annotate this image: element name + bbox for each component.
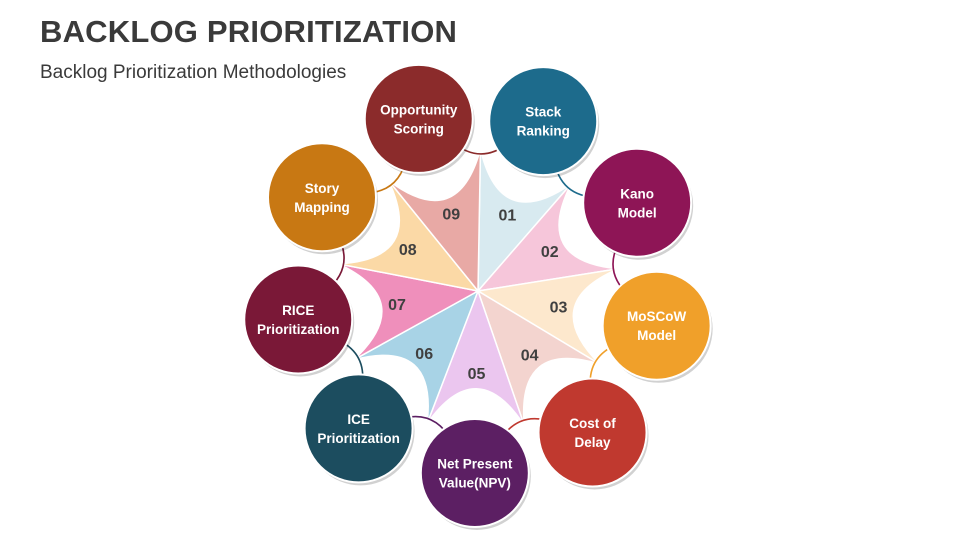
segment-number-08: 08 bbox=[399, 242, 417, 259]
circle-fill bbox=[303, 373, 414, 484]
segment-number-03: 03 bbox=[550, 300, 568, 317]
wheel-segment-05 bbox=[426, 288, 525, 426]
segment-number-06: 06 bbox=[415, 346, 433, 363]
segment-numbers: 01 02 03 04 05 06 07 08 09 bbox=[388, 206, 567, 383]
method-label-line: Stack bbox=[525, 105, 562, 120]
method-label-line: Kano bbox=[620, 186, 654, 201]
method-label-line: Cost of bbox=[569, 416, 616, 431]
method-label-line: RICE bbox=[282, 303, 314, 318]
wheel-segments bbox=[338, 148, 619, 426]
wheel-segment-08 bbox=[338, 180, 480, 293]
method-label-line: Net Present bbox=[437, 456, 513, 471]
segment-number-04: 04 bbox=[521, 348, 539, 365]
method-label-line: Delay bbox=[575, 435, 612, 450]
wheel-segment-09 bbox=[388, 148, 482, 294]
method-circle-06: ICE Prioritization bbox=[303, 373, 415, 486]
method-circle-08: Story Mapping bbox=[266, 142, 378, 255]
method-label-line: ICE bbox=[347, 412, 370, 427]
segment-number-05: 05 bbox=[468, 366, 486, 383]
wheel-segment-06 bbox=[353, 289, 480, 424]
wheel-segment-07 bbox=[338, 263, 481, 361]
page-title: BACKLOG PRIORITIZATION bbox=[40, 14, 458, 49]
segment-number-01: 01 bbox=[498, 207, 516, 224]
circle-fill bbox=[419, 417, 530, 528]
wheel-segment-03 bbox=[475, 268, 619, 365]
circle-fill bbox=[582, 147, 693, 258]
method-circle-07: RICE Prioritization bbox=[243, 264, 355, 377]
method-label-line: Prioritization bbox=[317, 431, 400, 446]
method-circle-02: Kano Model bbox=[582, 147, 694, 260]
circle-fill bbox=[363, 63, 474, 174]
wheel-segment-02 bbox=[476, 183, 619, 293]
method-label-line: Model bbox=[618, 205, 657, 220]
segment-number-02: 02 bbox=[541, 244, 559, 261]
page-subtitle: Backlog Prioritization Methodologies bbox=[40, 62, 347, 83]
method-label-line: Value(NPV) bbox=[439, 475, 511, 490]
method-circle-01: Stack Ranking bbox=[488, 66, 600, 179]
method-label-line: Ranking bbox=[517, 124, 570, 139]
segment-number-09: 09 bbox=[442, 206, 460, 223]
circle-fill bbox=[601, 270, 712, 381]
method-circle-09: Opportunity Scoring bbox=[363, 63, 475, 176]
method-label-line: Prioritization bbox=[257, 322, 340, 337]
circle-fill bbox=[243, 264, 354, 375]
circle-fill bbox=[266, 142, 377, 253]
method-label-line: MoSCoW bbox=[627, 309, 686, 324]
method-label-line: Scoring bbox=[394, 121, 444, 136]
circle-fill bbox=[537, 377, 648, 488]
method-label-line: Mapping bbox=[294, 200, 350, 215]
wheel-segment-04 bbox=[476, 289, 601, 426]
method-circle-04: Cost of Delay bbox=[537, 377, 649, 490]
wheel-segment-01 bbox=[477, 148, 572, 294]
method-label-line: Model bbox=[637, 328, 676, 343]
method-label-line: Story bbox=[305, 181, 340, 196]
circle-fill bbox=[488, 66, 599, 177]
method-circles: Stack Ranking Kano Model MoSCoW Model Cost of D… bbox=[243, 63, 713, 530]
segment-number-07: 07 bbox=[388, 297, 406, 314]
method-circle-03: MoSCoW Model bbox=[601, 270, 713, 383]
method-label-line: Opportunity bbox=[380, 102, 458, 117]
method-circle-05: Net Present Value(NPV) bbox=[419, 417, 531, 530]
